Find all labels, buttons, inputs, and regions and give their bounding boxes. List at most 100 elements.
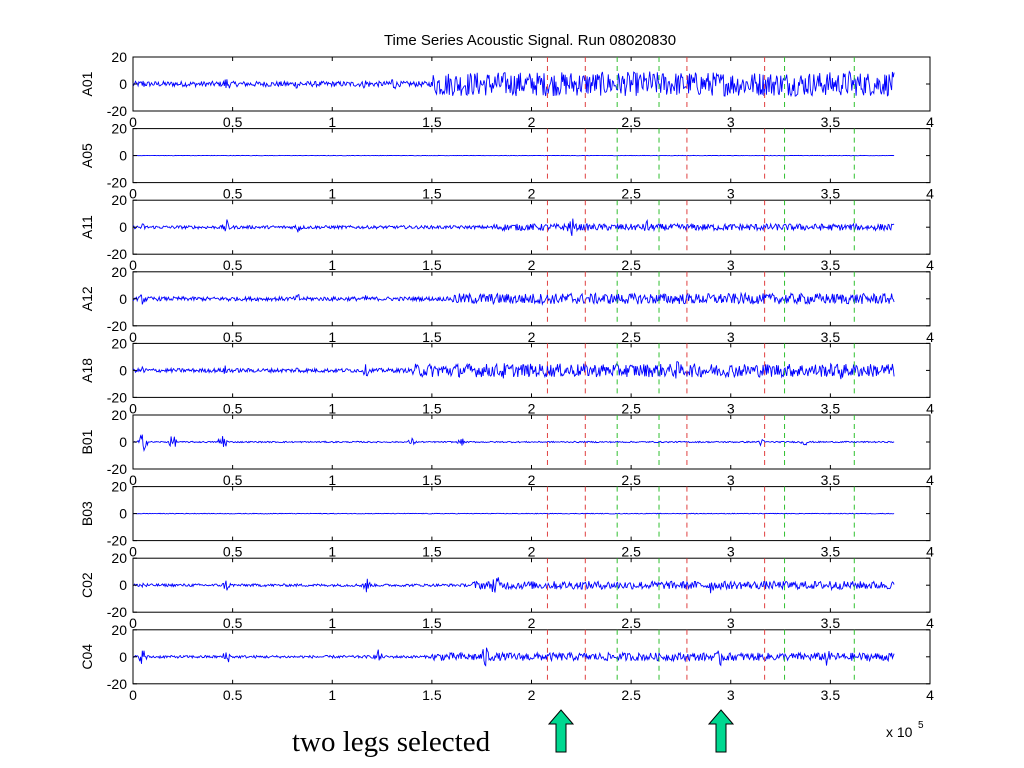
x-tick-label: 2 [528,400,536,416]
signal-trace [132,647,895,667]
x-tick-label: 2.5 [621,472,641,488]
channel-label: A01 [79,71,95,96]
x-tick-label: 1.5 [422,615,442,631]
x-tick-label: 4 [926,186,934,202]
x-multiplier-exponent: 5 [918,720,924,731]
x-tick-label: 0 [129,472,137,488]
x-tick-label: 0.5 [223,329,243,345]
x-tick-label: 0 [129,400,137,416]
channel-label: C04 [79,644,95,670]
x-tick-label: 1 [328,186,336,202]
x-tick-label: 3.5 [821,400,841,416]
signal-trace [132,291,895,306]
y-tick-label: -20 [107,389,127,405]
x-tick-label: 0 [129,329,137,345]
y-tick-label: 20 [111,192,127,208]
x-tick-label: 2.5 [621,544,641,560]
y-tick-label: 20 [111,407,127,423]
x-tick-label: 1.5 [422,400,442,416]
x-tick-label: 2 [528,544,536,560]
x-tick-label: 1.5 [422,544,442,560]
y-tick-label: -20 [107,533,127,549]
y-tick-label: 0 [119,434,127,450]
x-tick-label: 2.5 [621,687,641,703]
signal-trace [132,512,895,515]
selection-arrow-icon [707,709,734,753]
x-tick-label: 1 [328,472,336,488]
x-tick-label: 1 [328,400,336,416]
x-tick-label: 1.5 [422,114,442,130]
x-tick-label: 1 [328,114,336,130]
x-tick-label: 3 [727,114,735,130]
x-tick-label: 3.5 [821,544,841,560]
signal-trace [132,361,895,380]
x-tick-label: 2.5 [621,400,641,416]
x-tick-label: 1 [328,687,336,703]
y-tick-label: -20 [107,676,127,692]
x-tick-label: 4 [926,687,934,703]
x-tick-label: 0.5 [223,472,243,488]
y-tick-label: -20 [107,175,127,191]
channel-label: A18 [79,358,95,383]
x-tick-label: 3 [727,329,735,345]
y-tick-label: 0 [119,219,127,235]
y-tick-label: 0 [119,506,127,522]
y-tick-label: -20 [107,461,127,477]
x-tick-label: 0 [129,186,137,202]
x-tick-label: 3.5 [821,114,841,130]
channel-label: C02 [79,572,95,598]
x-tick-label: 3 [727,544,735,560]
signal-trace [132,218,895,237]
x-tick-label: 2 [528,257,536,273]
x-multiplier-label: x 10 [886,724,913,740]
signal-trace [133,434,895,453]
x-tick-label: 3 [727,186,735,202]
y-tick-label: 0 [119,577,127,593]
x-tick-label: 1.5 [422,472,442,488]
chart-title: Time Series Acoustic Signal. Run 0802083… [384,32,676,49]
y-tick-label: 20 [111,264,127,280]
x-tick-label: 3 [727,687,735,703]
x-tick-label: 4 [926,329,934,345]
x-tick-label: 1.5 [422,257,442,273]
x-tick-label: 0 [129,544,137,560]
x-tick-label: 0.5 [223,114,243,130]
y-tick-label: 0 [119,362,127,378]
x-tick-label: 2 [528,687,536,703]
x-tick-label: 2.5 [621,615,641,631]
x-tick-label: 2 [528,114,536,130]
x-tick-label: 3 [727,257,735,273]
x-tick-label: 0.5 [223,544,243,560]
channel-label: B01 [79,429,95,454]
x-tick-label: 0 [129,257,137,273]
y-tick-label: 0 [119,291,127,307]
y-tick-label: 20 [111,622,127,638]
x-tick-label: 0 [129,615,137,631]
x-tick-label: 2 [528,615,536,631]
x-tick-label: 4 [926,114,934,130]
channel-label: A05 [79,143,95,168]
x-tick-label: 0.5 [223,186,243,202]
x-tick-label: 0 [129,687,137,703]
channel-label: A11 [79,215,95,239]
y-tick-label: 0 [119,649,127,665]
x-tick-label: 3.5 [821,329,841,345]
x-tick-label: 1 [328,257,336,273]
x-tick-label: 0.5 [223,257,243,273]
x-tick-label: 0.5 [223,400,243,416]
x-tick-label: 0.5 [223,615,243,631]
x-tick-label: 1 [328,615,336,631]
y-tick-label: -20 [107,103,127,119]
x-tick-label: 2.5 [621,186,641,202]
y-tick-label: 20 [111,550,127,566]
y-tick-label: -20 [107,318,127,334]
y-tick-label: -20 [107,246,127,262]
x-tick-label: 3.5 [821,687,841,703]
